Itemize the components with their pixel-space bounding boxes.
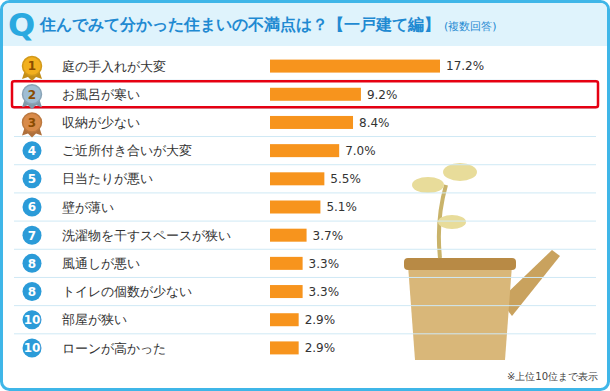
row-divider <box>14 277 596 278</box>
rank-badge <box>23 113 42 132</box>
header-band <box>3 3 607 46</box>
rank-label: 10 <box>24 313 41 327</box>
data-label: 8.4% <box>359 116 390 130</box>
bar <box>270 60 440 73</box>
row-divider <box>14 249 596 250</box>
title: 住んでみて分かった住まいの不満点は？【一戸建て編】 <box>39 15 440 34</box>
bar <box>270 229 307 242</box>
rank-badge <box>23 85 42 104</box>
frame <box>2 2 609 390</box>
bar <box>270 116 353 129</box>
row-divider <box>14 305 596 306</box>
decoration-can <box>408 265 512 360</box>
row-divider <box>14 136 596 137</box>
rank-badge <box>23 198 42 217</box>
data-label: 3.3% <box>309 285 340 299</box>
rank-badge <box>23 310 42 329</box>
decoration-leaf <box>438 215 466 229</box>
rank-badge <box>23 338 42 357</box>
bar <box>270 144 339 157</box>
bars <box>270 60 440 355</box>
category-label: お風呂が寒い <box>62 87 140 102</box>
rank-label: 7 <box>28 229 36 243</box>
data-label: 3.3% <box>309 257 340 271</box>
category-label: 風通しが悪い <box>62 256 140 271</box>
category-label: トイレの個数が少ない <box>62 284 192 299</box>
decoration-leaf <box>412 177 444 193</box>
category-label: 収納が少ない <box>62 115 140 130</box>
row-divider <box>14 164 596 165</box>
data-label: 2.9% <box>305 313 336 327</box>
bar <box>270 201 320 214</box>
highlight-frame <box>12 81 598 107</box>
rank-badge <box>23 282 42 301</box>
bar <box>270 88 361 101</box>
decoration-leaf <box>443 163 477 181</box>
rank-badge <box>23 141 42 160</box>
rank-label: 5 <box>28 172 36 186</box>
rank-badges: 1 2 3 4 5 6 7 8 8 10 10 <box>22 57 42 358</box>
row-divider <box>14 221 596 222</box>
category-label: ローンが高かった <box>62 341 166 356</box>
bar <box>270 257 303 270</box>
decoration-soil <box>404 258 516 270</box>
row-divider <box>14 333 596 334</box>
data-label: 5.1% <box>326 200 357 214</box>
bar <box>270 313 299 326</box>
rank-label: 3 <box>28 116 36 130</box>
rank-badge <box>23 57 42 76</box>
chart: Q住んでみて分かった住まいの不満点は？【一戸建て編】 (複数回答) 1 2 3 4 5 6 7 8… <box>0 0 610 391</box>
data-label: 17.2% <box>446 59 484 73</box>
row-divider <box>14 192 596 193</box>
row-dividers <box>14 80 596 334</box>
rank-badge <box>23 254 42 273</box>
category-label: 庭の手入れが大変 <box>62 59 166 74</box>
rank-label: 2 <box>28 88 36 102</box>
category-label: 壁が薄い <box>62 200 114 215</box>
rank-label: 4 <box>28 144 36 158</box>
data-label: 5.5% <box>330 172 361 186</box>
rank-label: 8 <box>28 257 36 271</box>
data-label: 3.7% <box>313 229 344 243</box>
rank-label: 10 <box>24 341 41 355</box>
bar <box>270 172 324 185</box>
category-labels: 庭の手入れが大変お風呂が寒い収納が少ないご近所付き合いが大変日当たりが悪い壁が薄… <box>62 59 231 356</box>
bar <box>270 285 303 298</box>
bar <box>270 341 299 354</box>
rank-label: 6 <box>28 200 36 214</box>
rank-label: 8 <box>28 285 36 299</box>
category-label: 部屋が狭い <box>62 312 127 327</box>
data-label: 9.2% <box>367 88 398 102</box>
footnote: ※上位10位まで表示 <box>507 371 598 382</box>
rank-badge <box>23 226 42 245</box>
category-label: ご近所付き合いが大変 <box>62 143 192 158</box>
data-label: 2.9% <box>305 341 336 355</box>
rank-label: 1 <box>28 59 36 73</box>
subtitle: (複数回答) <box>444 20 497 33</box>
data-label: 7.0% <box>345 144 376 158</box>
category-label: 日当たりが悪い <box>62 171 153 186</box>
question-mark: Q <box>8 6 35 44</box>
category-label: 洗濯物を干すスペースが狭い <box>62 228 231 243</box>
data-labels: 17.2% 9.2% 8.4% 7.0% 5.5% 5.1% 3.7% 3.3% 3.3% 2.9… <box>305 59 484 355</box>
rank-badge <box>23 169 42 188</box>
